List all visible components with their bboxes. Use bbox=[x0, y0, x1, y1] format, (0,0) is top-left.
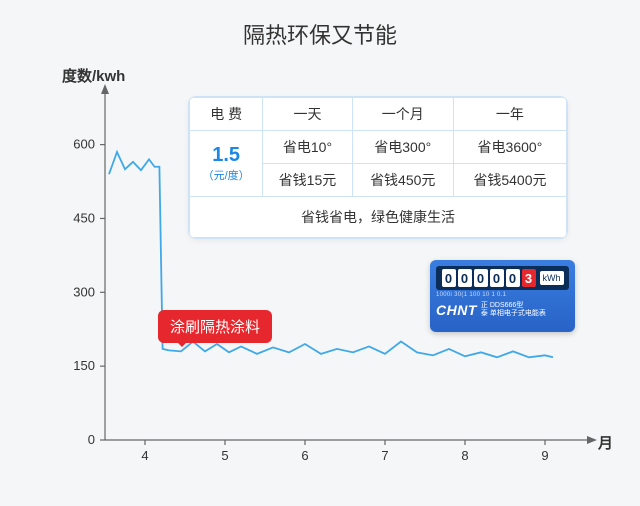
line-chart: 0150300450600 456789 bbox=[0, 0, 640, 506]
meter-tiny-text: 1000i 30(1 100 10 1 0.1 bbox=[436, 292, 569, 298]
meter-digit: 0 bbox=[506, 269, 520, 287]
cell-m2: 省钱450元 bbox=[352, 164, 453, 197]
meter-digit-red: 3 bbox=[522, 269, 536, 287]
meter-digit: 0 bbox=[458, 269, 472, 287]
slogan: 省钱省电，绿色健康生活 bbox=[190, 197, 567, 238]
th-month: 一个月 bbox=[352, 98, 453, 131]
electric-meter: 0 0 0 0 0 3 kWh 1000i 30(1 100 10 1 0.1 … bbox=[430, 260, 575, 332]
meter-digit: 0 bbox=[474, 269, 488, 287]
meter-model: 正 DDS666型 bbox=[481, 302, 546, 310]
savings-table: 电 费 一天 一个月 一年 1.5 （元/度） 省电10° 省电300° 省电3… bbox=[188, 96, 568, 239]
svg-text:150: 150 bbox=[73, 358, 95, 373]
svg-text:300: 300 bbox=[73, 284, 95, 299]
callout-label: 涂刷隔热涂料 bbox=[158, 310, 272, 343]
rate-cell: 1.5 （元/度） bbox=[190, 131, 263, 197]
cell-m1: 省电300° bbox=[352, 131, 453, 164]
cell-y1: 省电3600° bbox=[453, 131, 566, 164]
svg-text:450: 450 bbox=[73, 210, 95, 225]
svg-text:8: 8 bbox=[461, 448, 468, 463]
svg-text:0: 0 bbox=[88, 432, 95, 447]
meter-digit: 0 bbox=[442, 269, 456, 287]
th-year: 一年 bbox=[453, 98, 566, 131]
cell-d1: 省电10° bbox=[263, 131, 352, 164]
th-rate: 电 费 bbox=[190, 98, 263, 131]
meter-desc: 泰 单相电子式电能表 bbox=[481, 310, 546, 318]
svg-text:5: 5 bbox=[221, 448, 228, 463]
meter-brand: CHNT bbox=[436, 302, 477, 318]
rate-unit: （元/度） bbox=[190, 167, 262, 183]
meter-lcd: 0 0 0 0 0 3 kWh bbox=[436, 266, 569, 290]
svg-text:7: 7 bbox=[381, 448, 388, 463]
th-day: 一天 bbox=[263, 98, 352, 131]
svg-text:9: 9 bbox=[541, 448, 548, 463]
svg-text:4: 4 bbox=[141, 448, 148, 463]
meter-unit: kWh bbox=[540, 271, 564, 285]
meter-digit: 0 bbox=[490, 269, 504, 287]
cell-y2: 省钱5400元 bbox=[453, 164, 566, 197]
cell-d2: 省钱15元 bbox=[263, 164, 352, 197]
rate-value: 1.5 bbox=[212, 144, 240, 166]
svg-text:600: 600 bbox=[73, 137, 95, 152]
svg-text:6: 6 bbox=[301, 448, 308, 463]
